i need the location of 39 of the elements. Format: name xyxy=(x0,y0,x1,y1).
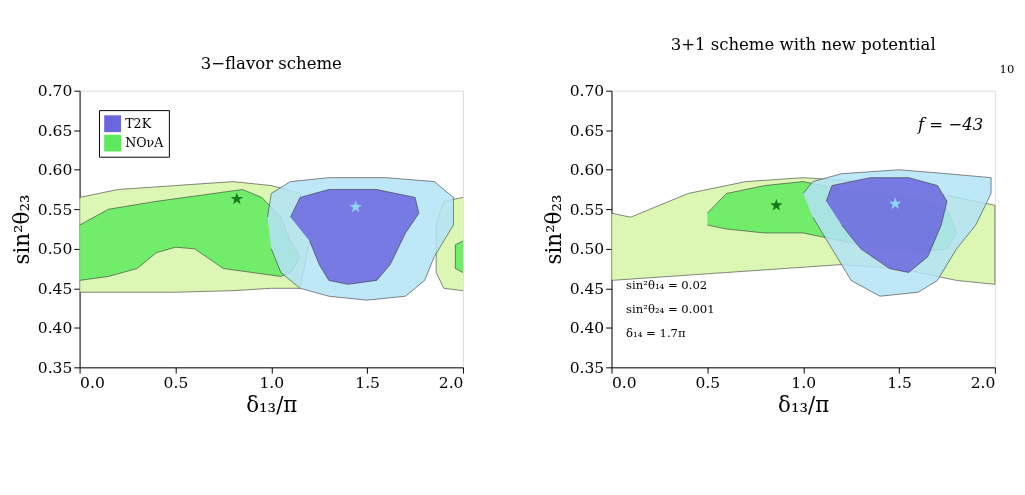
x-tick-label: 0.0 xyxy=(80,374,105,393)
legend-label: NOνA xyxy=(125,135,165,151)
x-tick-label: 0.0 xyxy=(611,374,637,393)
legend-label: T2K xyxy=(125,115,152,131)
y-tick-label: 0.60 xyxy=(37,161,73,180)
y-tick-label: 0.65 xyxy=(569,121,605,140)
x-tick-label: 1.5 xyxy=(355,374,380,393)
y-tick-label: 0.50 xyxy=(37,240,73,259)
x-axis-title: δ₁₃/π xyxy=(778,391,830,417)
y-axis-title: sin²θ₂₃ xyxy=(9,194,34,265)
y-tick-label: 0.55 xyxy=(37,200,73,219)
x-tick-label: 1.0 xyxy=(259,374,285,393)
chart-title: 3−flavor scheme xyxy=(200,54,342,74)
y-tick-label: 0.70 xyxy=(569,82,605,101)
y-tick-label: 0.35 xyxy=(569,358,605,377)
y-tick-label: 0.55 xyxy=(569,200,605,219)
y-tick-label: 0.60 xyxy=(569,161,605,180)
y-tick-label: 0.70 xyxy=(37,82,73,101)
x-tick-label: 1.5 xyxy=(887,374,912,393)
x-tick-label: 2.0 xyxy=(438,374,464,393)
annotation: sin²θ₂₄ = 0.001 xyxy=(626,301,715,316)
y-tick-label: 0.40 xyxy=(569,319,605,338)
annotation: f = −43 xyxy=(916,114,984,134)
annotation: δ₁₄ = 1.7π xyxy=(626,326,686,341)
annotation: sin²θ₁₄ = 0.02 xyxy=(626,277,708,292)
x-tick-label: 2.0 xyxy=(970,374,996,393)
y-tick-label: 0.50 xyxy=(569,240,605,259)
x-tick-label: 1.0 xyxy=(791,374,817,393)
y-tick-label: 0.35 xyxy=(37,358,73,377)
y-tick-label: 0.45 xyxy=(37,279,73,298)
y-tick-label: 0.45 xyxy=(569,279,605,298)
text: 10 xyxy=(999,62,1015,77)
y-tick-label: 0.40 xyxy=(37,319,73,338)
x-tick-label: 0.5 xyxy=(695,374,721,393)
y-axis-title: sin²θ₂₃ xyxy=(540,194,566,265)
y-tick-label: 0.65 xyxy=(37,121,73,140)
x-axis-title: δ₁₃/π xyxy=(246,391,298,417)
chart-title: 3+1 scheme with new potential xyxy=(670,34,936,54)
x-tick-label: 0.5 xyxy=(163,374,189,393)
